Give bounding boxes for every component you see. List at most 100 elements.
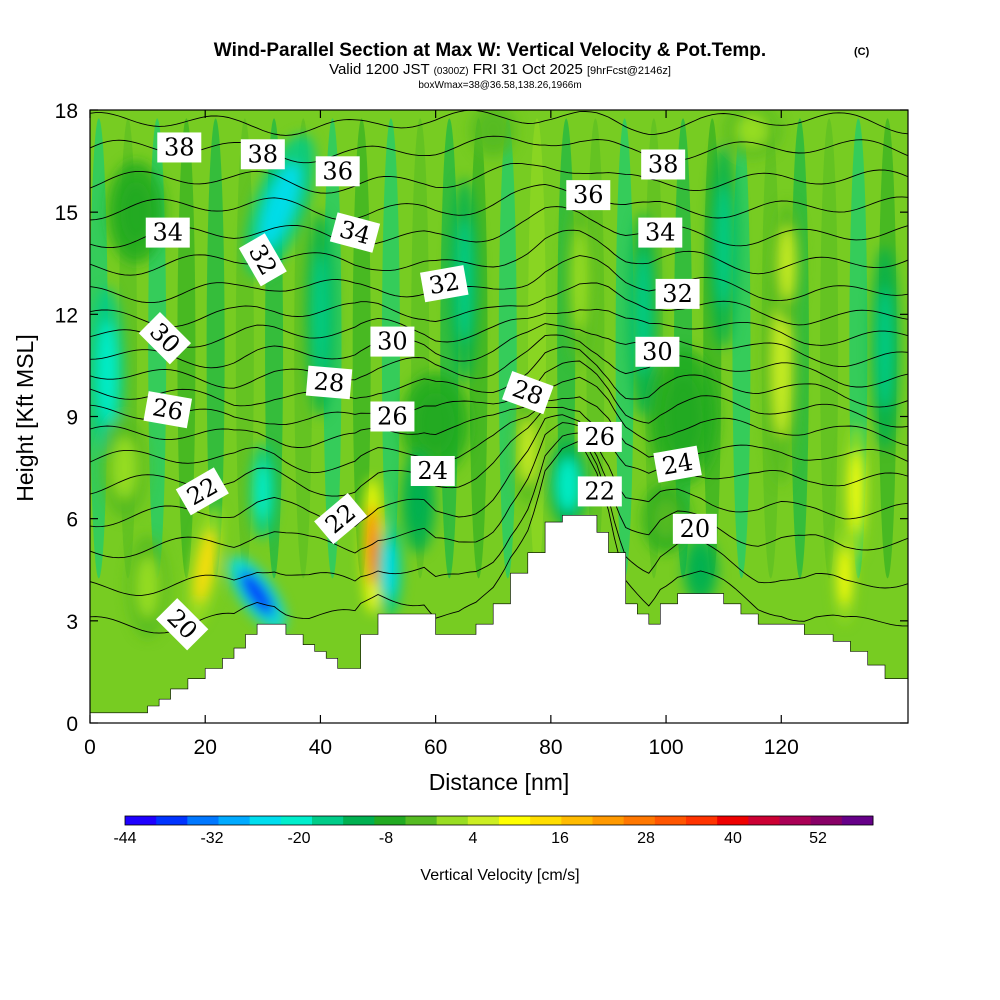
colorbar-swatch xyxy=(406,816,438,825)
contour-label: 38 xyxy=(241,139,285,169)
velocity-cell-core xyxy=(112,437,137,498)
y-tick-label: 15 xyxy=(55,202,78,225)
colorbar-tick-label: 28 xyxy=(637,830,655,847)
velocity-cell-core xyxy=(313,253,329,376)
contour-label: 26 xyxy=(370,402,414,432)
contour-label: 22 xyxy=(578,476,622,506)
contour-label-text: 20 xyxy=(680,515,711,543)
velocity-cell xyxy=(250,444,275,539)
forecast-info: [9hrFcst@2146z] xyxy=(587,65,671,77)
colorbar-swatch xyxy=(530,816,562,825)
colorbar-swatch xyxy=(312,816,344,825)
contour-label-text: 30 xyxy=(377,328,408,356)
box-info: boxWmax=38@36.58,138.26,1966m xyxy=(418,80,581,91)
colorbar-swatch xyxy=(686,816,718,825)
contour-label-text: 26 xyxy=(377,403,408,431)
velocity-cell xyxy=(102,417,148,519)
colorbar-swatch xyxy=(748,816,780,825)
velocity-cell-core xyxy=(481,114,506,147)
contour-label-text: 38 xyxy=(164,133,195,161)
velocity-cell-core xyxy=(137,556,159,617)
velocity-streak xyxy=(499,118,517,578)
colorbar-swatch xyxy=(281,816,313,825)
contour-label-text: 38 xyxy=(248,140,279,168)
contour-label: 24 xyxy=(411,456,455,486)
contour-label-text: 38 xyxy=(648,150,679,178)
contour-label: 36 xyxy=(316,156,360,186)
velocity-cell xyxy=(565,195,594,365)
y-tick-label: 9 xyxy=(66,407,78,430)
contour-label: 20 xyxy=(673,514,717,544)
x-tick-label: 100 xyxy=(649,736,684,759)
colorbar-tick-label: 40 xyxy=(724,830,742,847)
velocity-cell-core xyxy=(691,549,710,590)
velocity-cell-core xyxy=(98,321,117,423)
contour-label-text: 36 xyxy=(573,181,604,209)
velocity-cell-core xyxy=(664,376,702,458)
colorbar-swatch xyxy=(437,816,469,825)
colorbar-swatch xyxy=(219,816,251,825)
velocity-cell-core xyxy=(557,458,579,511)
contour-label-text: 24 xyxy=(660,448,695,481)
contour-label-text: 30 xyxy=(642,338,673,366)
colorbar-tick-label: 52 xyxy=(809,830,827,847)
y-tick-label: 6 xyxy=(66,509,78,532)
colorbar-swatch xyxy=(717,816,749,825)
contour-label-text: 32 xyxy=(427,267,462,300)
colorbar-tick-label: 4 xyxy=(469,830,478,847)
contour-label-text: 28 xyxy=(313,367,346,398)
chart-figure: Wind-Parallel Section at Max W: Vertical… xyxy=(0,0,1000,1000)
contour-label: 32 xyxy=(656,279,700,309)
contour-label-text: 32 xyxy=(662,280,693,308)
contour-label: 38 xyxy=(641,149,685,179)
contour-label-text: 34 xyxy=(645,219,676,247)
y-tick-label: 12 xyxy=(55,304,78,327)
y-axis-label: Height [Kft MSL] xyxy=(12,334,38,501)
contour-label-text: 34 xyxy=(152,219,183,247)
colorbar-swatch xyxy=(343,816,375,825)
contour-label: 34 xyxy=(146,218,190,248)
colorbar-swatch xyxy=(811,816,843,825)
velocity-cell-core xyxy=(716,185,732,308)
colorbar-swatch xyxy=(125,816,157,825)
y-tick-label: 18 xyxy=(55,100,78,123)
x-tick-label: 120 xyxy=(764,736,799,759)
x-tick-label: 80 xyxy=(539,736,562,759)
plot-area: 38 3836363834 34 343232 3230 30 3028 2826 262624… xyxy=(90,103,908,723)
x-axis-label: Distance [nm] xyxy=(429,769,570,795)
velocity-cell-core xyxy=(877,287,893,410)
colorbar-swatch xyxy=(374,816,406,825)
velocity-cell-core xyxy=(839,548,850,605)
contour-label-text: 22 xyxy=(585,477,616,505)
contour-label: 30 xyxy=(370,327,414,357)
valid-utc: (0300Z) xyxy=(434,66,469,77)
valid-time-line: Valid 1200 JST (0300Z) FRI 31 Oct 2025 [… xyxy=(329,61,671,78)
colorbar-swatch xyxy=(250,816,282,825)
chart-title: Wind-Parallel Section at Max W: Vertical… xyxy=(214,40,766,61)
colorbar-swatch xyxy=(561,816,593,825)
colorbar-tick-label: -32 xyxy=(200,830,223,847)
colorbar-swatch xyxy=(655,816,687,825)
colorbar-swatch xyxy=(499,816,531,825)
contour-label: 38 xyxy=(157,132,201,162)
contour-label: 28 xyxy=(306,366,352,400)
colorbar-swatch xyxy=(780,816,812,825)
x-tick-label: 20 xyxy=(194,736,217,759)
colorbar-tick-label: -8 xyxy=(379,830,393,847)
colorbar-swatch xyxy=(842,816,874,825)
velocity-cell xyxy=(470,103,516,157)
colorbar-swatch xyxy=(187,816,219,825)
velocity-cell-core xyxy=(779,226,795,300)
y-tick-label: 3 xyxy=(66,611,78,634)
valid-date: FRI 31 Oct 2025 xyxy=(473,61,583,78)
colorbar-tick-label: -20 xyxy=(287,830,310,847)
colorbar-swatch xyxy=(624,816,656,825)
velocity-cell xyxy=(871,246,900,450)
velocity-cell-core xyxy=(383,541,397,598)
colorbar-swatch xyxy=(156,816,188,825)
contour-label: 34 xyxy=(638,218,682,248)
x-tick-label: 60 xyxy=(424,736,447,759)
velocity-cell-core xyxy=(256,463,270,520)
contour-label-text: 24 xyxy=(417,457,448,485)
contour-label: 36 xyxy=(566,180,610,210)
